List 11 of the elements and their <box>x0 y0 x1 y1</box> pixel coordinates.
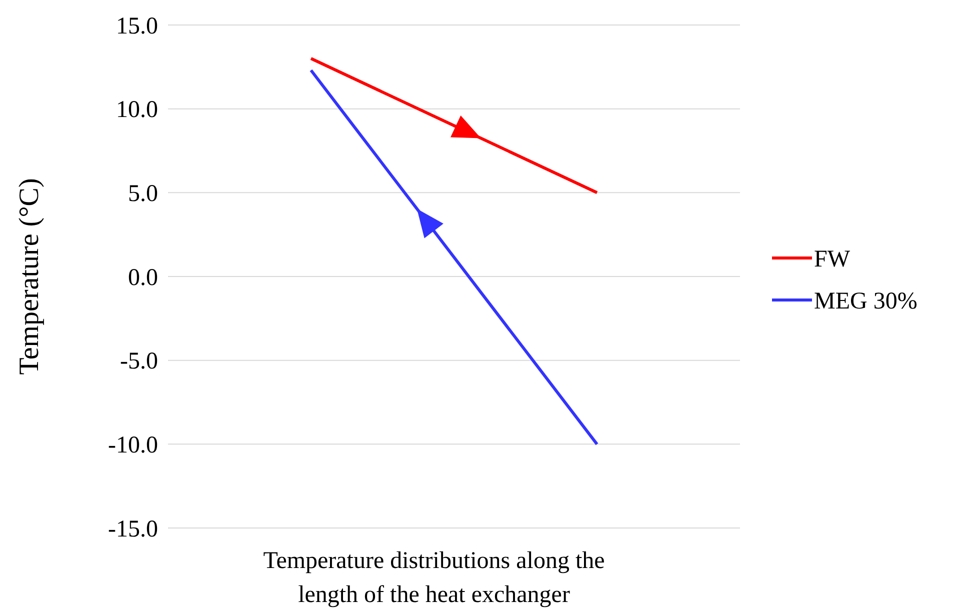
y-tick-label: -5.0 <box>120 348 158 375</box>
legend-label: MEG 30% <box>814 288 918 314</box>
y-tick-label: 10.0 <box>116 97 158 124</box>
y-tick-label: -10.0 <box>108 432 158 459</box>
y-tick-label: 5.0 <box>128 181 158 208</box>
y-tick-label: 15.0 <box>116 13 158 40</box>
y-axis-title: Temperature (°C) <box>14 178 45 375</box>
x-axis-title: Temperature distributions along the length of the heat exchanger <box>263 548 605 608</box>
y-tick-label: -15.0 <box>108 516 158 542</box>
legend-label: FW <box>814 246 850 272</box>
y-tick-label: 0.0 <box>128 264 158 291</box>
